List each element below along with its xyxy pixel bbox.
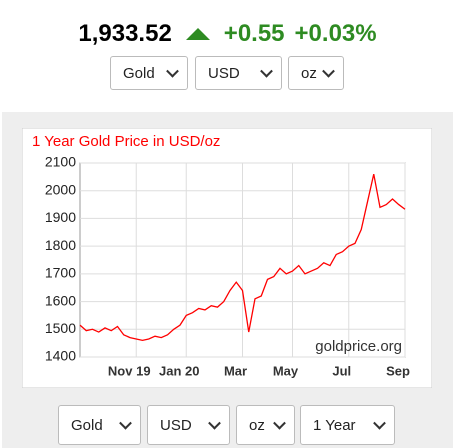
- chart-title: 1 Year Gold Price in USD/oz: [32, 133, 220, 150]
- change: +0.55: [223, 20, 285, 47]
- x-tick-label: Sep: [386, 363, 410, 378]
- unit-select[interactable]: oz: [288, 56, 344, 90]
- x-tick-label: May: [273, 363, 299, 378]
- y-tick-label: 1800: [45, 237, 76, 253]
- metal-select[interactable]: Gold: [58, 405, 141, 445]
- metal-select[interactable]: Gold: [110, 56, 188, 90]
- x-tick-label: Nov 19: [108, 363, 151, 378]
- x-tick-label: Mar: [224, 363, 247, 378]
- price-header: 1,933.52 +0.55 +0.03%: [0, 20, 455, 48]
- watermark: goldprice.org: [315, 338, 402, 355]
- price: 1,933.52: [78, 20, 172, 47]
- y-tick-label: 1700: [45, 265, 76, 281]
- y-tick-label: 2000: [45, 181, 76, 197]
- price-line: [79, 173, 406, 342]
- y-tick-label: 1600: [45, 292, 76, 308]
- y-tick-label: 1500: [45, 320, 76, 336]
- up-arrow: [185, 28, 210, 40]
- currency-select[interactable]: USD: [195, 56, 282, 90]
- y-tick-label: 1400: [45, 348, 76, 364]
- change-percent: +0.03%: [294, 20, 377, 47]
- y-tick-label: 1900: [45, 209, 76, 225]
- currency-select[interactable]: USD: [147, 405, 230, 445]
- y-tick-label: 2100: [45, 154, 76, 170]
- unit-select[interactable]: oz: [236, 405, 295, 445]
- period-select[interactable]: 1 Year: [300, 405, 395, 445]
- x-tick-label: Jul: [332, 363, 351, 378]
- x-tick-label: Jan 20: [159, 363, 199, 378]
- chart: 1 Year Gold Price in USD/oz 1400 1500 1600…: [22, 128, 432, 388]
